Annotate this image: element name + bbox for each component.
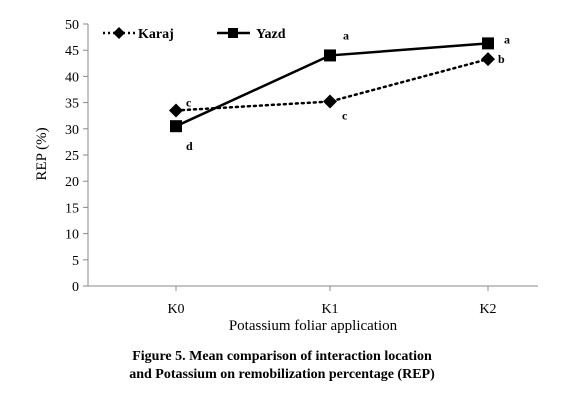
figure-caption: Figure 5. Mean comparison of interaction… xyxy=(0,348,564,384)
significance-letter-yazd: a xyxy=(504,32,510,46)
y-tick-label: 0 xyxy=(72,280,79,295)
y-tick-label: 30 xyxy=(65,123,79,138)
ticks: 0 5 10 15 20 25 30 35 40 45 50 K0 K1 K2 xyxy=(65,18,497,317)
y-axis-title: REP (%) xyxy=(34,127,50,180)
legend-karaj-marker xyxy=(113,27,125,39)
significance-letter-yazd: a xyxy=(343,28,349,42)
x-axis-title: Potassium foliar application xyxy=(229,318,398,334)
x-tick-label: K1 xyxy=(321,302,338,317)
legend-yazd-label: Yazd xyxy=(256,27,286,42)
data-point-karaj xyxy=(169,103,183,118)
caption-line-2: and Potassium on remobilization percenta… xyxy=(129,367,435,382)
significance-letter-yazd: d xyxy=(186,139,193,153)
x-tick-label: K0 xyxy=(167,302,184,317)
legend-item-yazd: Yazd xyxy=(217,27,286,42)
significance-letter-karaj: c xyxy=(186,95,192,109)
y-tick-label: 40 xyxy=(65,70,79,85)
y-tick-label: 50 xyxy=(65,18,79,33)
legend-karaj-label: Karaj xyxy=(138,27,174,42)
data-point-yazd xyxy=(170,120,182,133)
legend-yazd-marker xyxy=(228,28,238,38)
y-tick-label: 45 xyxy=(65,44,79,59)
line-chart: 0 5 10 15 20 25 30 35 40 45 50 K0 K1 K2 c c b d a a REP (%… xyxy=(34,18,538,334)
y-tick-label: 35 xyxy=(65,97,79,112)
significance-letter-karaj: b xyxy=(498,52,505,66)
y-tick-label: 25 xyxy=(65,149,79,164)
data-point-karaj xyxy=(323,94,337,109)
data-point-karaj xyxy=(481,52,495,67)
series: c c b d a a xyxy=(169,28,510,153)
caption-line-1: Figure 5. Mean comparison of interaction… xyxy=(132,349,432,364)
y-tick-label: 5 xyxy=(72,254,79,269)
y-tick-label: 15 xyxy=(65,201,79,216)
data-point-yazd xyxy=(324,49,336,62)
significance-letter-karaj: c xyxy=(342,109,348,123)
legend: Karaj Yazd xyxy=(103,27,286,42)
x-tick-label: K2 xyxy=(479,302,496,317)
y-tick-label: 10 xyxy=(65,228,79,243)
y-tick-label: 20 xyxy=(65,175,79,190)
series-line-karaj xyxy=(174,57,490,112)
legend-item-karaj: Karaj xyxy=(103,27,174,42)
data-point-yazd xyxy=(482,37,494,50)
